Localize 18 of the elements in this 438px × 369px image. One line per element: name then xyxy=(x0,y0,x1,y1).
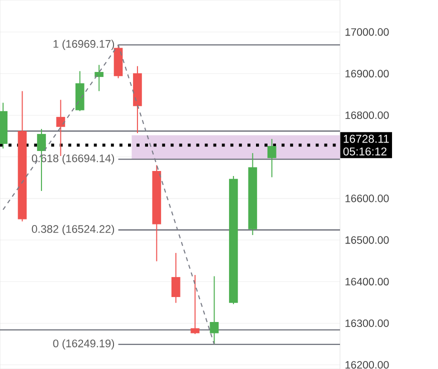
candlestick xyxy=(210,276,219,345)
candlestick xyxy=(190,274,200,335)
y-tick-label: 16200.00 xyxy=(346,361,389,369)
candlestick xyxy=(171,252,180,304)
y-tick-label: 16900.00 xyxy=(346,70,389,78)
candlestick xyxy=(94,64,104,92)
y-tick-label: 16400.00 xyxy=(346,278,389,286)
ref-line-label: 1 (16969.17) xyxy=(54,40,114,50)
ref-line-label: 0 (16249.19) xyxy=(53,339,114,350)
text: 16728.11 xyxy=(344,134,389,143)
y-tick-label: 16300.00 xyxy=(346,319,389,328)
y-tick-label: 16500.00 xyxy=(346,236,389,244)
y-tick-label: 16600.00 xyxy=(346,194,389,202)
y-tick-label: 17000.00 xyxy=(346,28,389,36)
candlestick xyxy=(267,138,276,178)
y-tick-label: 16800.00 xyxy=(346,111,389,120)
ref-line-label: 0.382 (16524.22) xyxy=(32,224,114,236)
text: 05:16:12 xyxy=(343,147,386,156)
